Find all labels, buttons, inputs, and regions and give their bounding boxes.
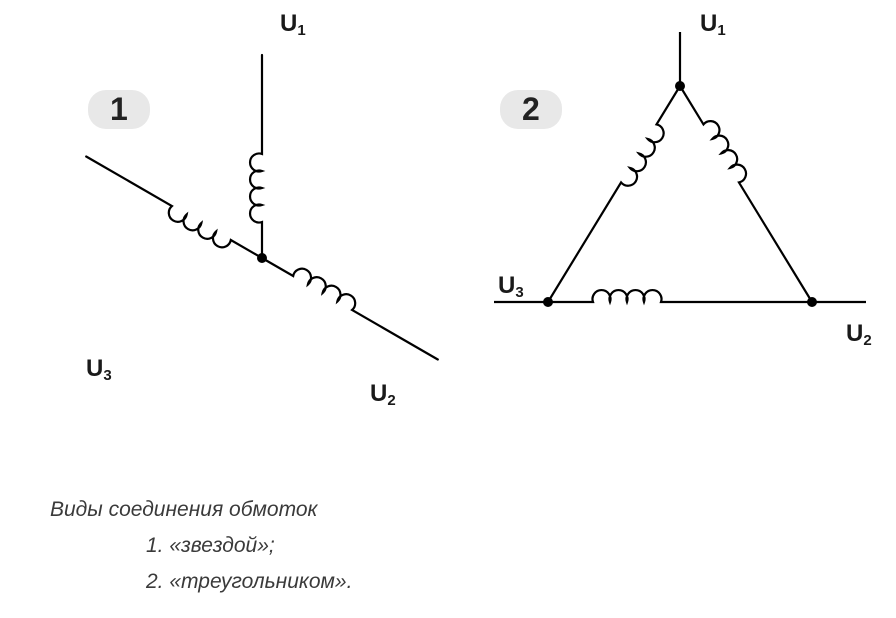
label-main: U [700, 10, 717, 37]
d1-terminal-u3-label: U3 [86, 355, 112, 384]
label-sub: 2 [863, 332, 871, 349]
label-main: U [280, 10, 297, 37]
badge-two-text: 2 [522, 91, 540, 127]
badge-one: 1 [88, 90, 150, 129]
diagram-canvas: 1 2 U1 U2 U3 U1 U2 U3 Виды соединения об… [0, 0, 896, 618]
label-main: U [86, 355, 103, 382]
d2-terminal-u2-label: U2 [846, 320, 872, 349]
label-sub: 3 [103, 367, 111, 384]
d1-terminal-u1-label: U1 [280, 10, 306, 39]
label-main: U [370, 380, 387, 407]
label-main: U [846, 320, 863, 347]
label-main: U [498, 272, 515, 299]
label-sub: 2 [387, 392, 395, 409]
label-sub: 1 [717, 22, 725, 39]
caption-line-1: 1. «звездой»; [146, 534, 275, 558]
caption-title: Виды соединения обмоток [50, 498, 317, 522]
label-sub: 1 [297, 22, 305, 39]
caption-line-2: 2. «треугольником». [146, 570, 352, 594]
badge-two: 2 [500, 90, 562, 129]
badge-one-text: 1 [110, 91, 128, 127]
d2-terminal-u1-label: U1 [700, 10, 726, 39]
d2-terminal-u3-label: U3 [498, 272, 524, 301]
d1-terminal-u2-label: U2 [370, 380, 396, 409]
label-sub: 3 [515, 284, 523, 301]
